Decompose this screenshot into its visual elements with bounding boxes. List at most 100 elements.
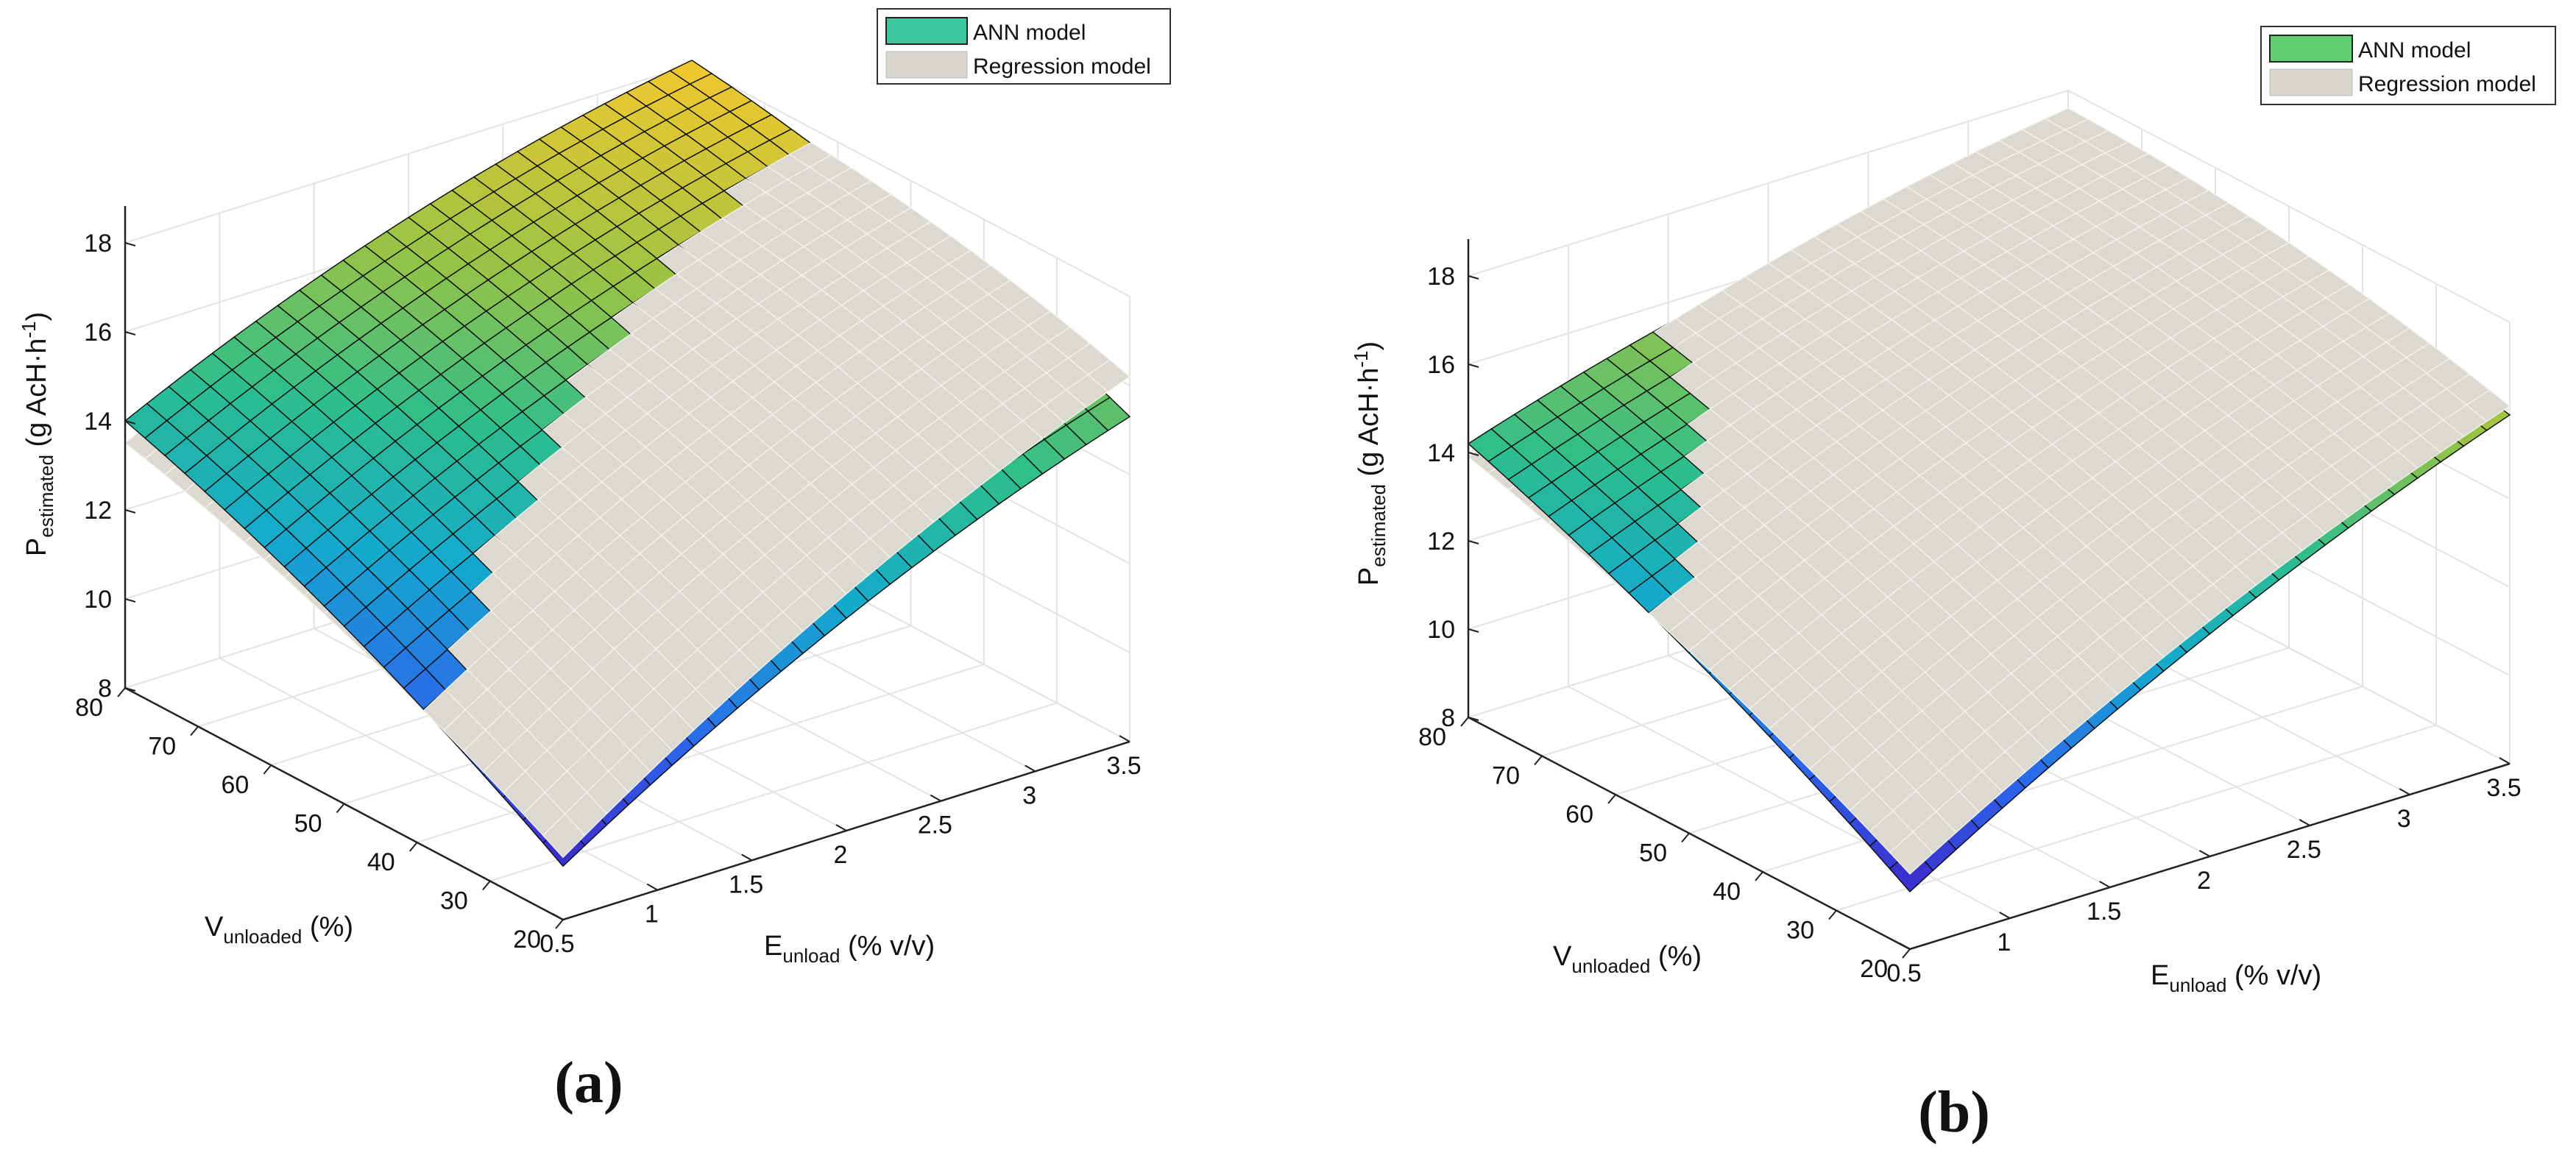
y-tick xyxy=(117,687,126,697)
chart-a-legend-ann: ANN model xyxy=(973,21,1086,45)
z-tick-label: 18 xyxy=(1427,263,1455,291)
x-tick xyxy=(1899,942,1911,950)
wall-gridline-z xyxy=(1468,89,2510,323)
x-tick xyxy=(1119,735,1130,742)
chart-b-zlabel: Pestimated (g AcH·h-1) xyxy=(1350,341,1390,586)
x-tick xyxy=(552,913,564,920)
y-tick xyxy=(1534,755,1543,766)
chart-a-legend-swatch-ann xyxy=(885,17,968,45)
x-tick xyxy=(1025,764,1036,773)
x-tick-label: 1 xyxy=(645,901,659,929)
x-tick-label: 0.5 xyxy=(1886,959,1921,987)
x-tick xyxy=(2499,757,2510,764)
x-tick xyxy=(1999,912,2011,919)
z-tick xyxy=(1468,540,1479,544)
z-tick xyxy=(124,331,136,335)
y-tick xyxy=(263,764,272,775)
z-tick xyxy=(1468,717,1479,721)
chart-b-y-ticks: 20 30 40 50 60 70 80 xyxy=(1418,717,1911,983)
chart-b-svg: 8 10 12 14 16 18 20 30 40 50 60 70 80 0.5 1 1.5 2 2.5 3 3… xyxy=(1350,26,2556,1145)
x-tick-label: 3 xyxy=(1022,781,1036,809)
z-tick xyxy=(1468,628,1479,633)
z-tick-label: 16 xyxy=(1427,351,1455,379)
x-tick xyxy=(2299,819,2310,826)
y-tick xyxy=(1681,832,1690,843)
chart-b-ylabel: Vunloaded (%) xyxy=(1553,941,1702,977)
chart-b-surfaces xyxy=(1467,107,2511,893)
chart-a-surfaces xyxy=(124,60,1131,867)
y-tick xyxy=(555,919,564,929)
chart-a-z-ticks: 8 10 12 14 16 18 xyxy=(84,230,136,703)
chart-b-xlabel: Eunload (% v/v) xyxy=(2151,960,2321,996)
y-tick-label: 30 xyxy=(1786,917,1814,945)
y-tick xyxy=(190,725,199,736)
y-tick-label: 60 xyxy=(1565,800,1593,828)
y-tick-label: 60 xyxy=(222,771,250,799)
floor-gridline-v xyxy=(1762,686,2363,873)
regression-surface-patch xyxy=(1889,831,1934,875)
y-tick-label: 50 xyxy=(294,810,322,838)
x-tick-label: 2 xyxy=(2197,867,2211,895)
z-tick xyxy=(124,242,136,246)
z-tick-label: 8 xyxy=(98,675,112,703)
chart-a-legend-swatch-regression xyxy=(885,51,968,79)
chart-b-legend-swatch-regression xyxy=(2269,68,2353,96)
x-tick xyxy=(646,883,658,891)
chart-a-y-ticks: 20 30 40 50 60 70 80 xyxy=(75,687,564,954)
y-tick-label: 40 xyxy=(1713,878,1741,906)
floor-gridline-v xyxy=(489,702,1058,882)
y-tick xyxy=(482,880,491,891)
y-tick-label: 80 xyxy=(1418,723,1446,751)
x-tick xyxy=(2399,788,2410,795)
z-tick-label: 8 xyxy=(1441,704,1455,732)
y-tick-label: 70 xyxy=(1492,762,1520,790)
z-tick-label: 10 xyxy=(84,586,112,614)
x-tick-label: 3 xyxy=(2397,805,2411,833)
y-tick xyxy=(1828,909,1837,920)
x-tick xyxy=(835,824,847,831)
z-tick-label: 12 xyxy=(84,497,112,525)
z-tick xyxy=(1468,363,1479,368)
chart-a-svg: 8 10 12 14 16 18 20 30 40 50 60 70 80 0.5 1 1.5 2 2.5 3 3… xyxy=(18,8,1171,1115)
z-tick-label: 12 xyxy=(1427,528,1455,555)
chart-panel-b: 8 10 12 14 16 18 20 30 40 50 60 70 80 0.5 1 1.5 2 2.5 3 3… xyxy=(1288,0,2576,1161)
z-tick-label: 10 xyxy=(1427,616,1455,644)
z-tick xyxy=(124,687,136,692)
floor-gridline-v xyxy=(1836,724,2437,912)
x-tick xyxy=(2099,881,2111,888)
x-tick-label: 2 xyxy=(834,841,848,869)
z-tick-label: 14 xyxy=(84,408,112,436)
z-tick xyxy=(124,420,136,425)
chart-a-panel-label: (a) xyxy=(554,1051,623,1115)
x-tick xyxy=(2199,850,2210,857)
y-tick-label: 40 xyxy=(367,848,395,876)
regression-surface-patch xyxy=(542,813,586,859)
chart-b-legend: ANN model Regression model xyxy=(2260,26,2556,105)
x-tick-label: 3.5 xyxy=(2486,774,2521,802)
x-tick-label: 1 xyxy=(1997,929,2011,956)
z-tick xyxy=(124,509,136,514)
chart-a-xlabel: Eunload (% v/v) xyxy=(764,931,935,967)
y-tick-label: 30 xyxy=(440,887,468,915)
y-tick xyxy=(1755,871,1763,881)
z-tick-label: 16 xyxy=(84,319,112,347)
y-tick xyxy=(1607,794,1616,804)
chart-a-x-ticks: 0.5 1 1.5 2 2.5 3 3.5 xyxy=(539,735,1142,958)
z-tick-label: 18 xyxy=(84,230,112,258)
z-tick-label: 14 xyxy=(1427,439,1455,467)
chart-b-x-ticks: 0.5 1 1.5 2 2.5 3 3.5 xyxy=(1886,757,2522,987)
floor-gridline-v xyxy=(417,664,984,843)
y-tick-label: 20 xyxy=(513,926,541,954)
y-tick-label: 80 xyxy=(75,694,103,722)
z-tick xyxy=(1468,452,1479,456)
x-tick xyxy=(741,853,753,862)
chart-b-z-ticks: 8 10 12 14 16 18 xyxy=(1427,263,1479,732)
z-tick xyxy=(1468,275,1479,280)
chart-b-legend-swatch-ann xyxy=(2269,35,2353,63)
chart-b-legend-ann: ANN model xyxy=(2358,38,2471,63)
y-tick-label: 20 xyxy=(1860,955,1888,983)
y-tick xyxy=(1460,717,1469,727)
chart-a-ylabel: Vunloaded (%) xyxy=(205,912,353,948)
z-tick xyxy=(124,598,136,603)
y-tick xyxy=(408,842,418,852)
